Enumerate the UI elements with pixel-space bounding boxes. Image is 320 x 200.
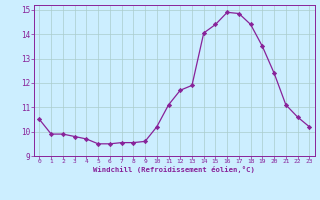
X-axis label: Windchill (Refroidissement éolien,°C): Windchill (Refroidissement éolien,°C): [93, 166, 255, 173]
